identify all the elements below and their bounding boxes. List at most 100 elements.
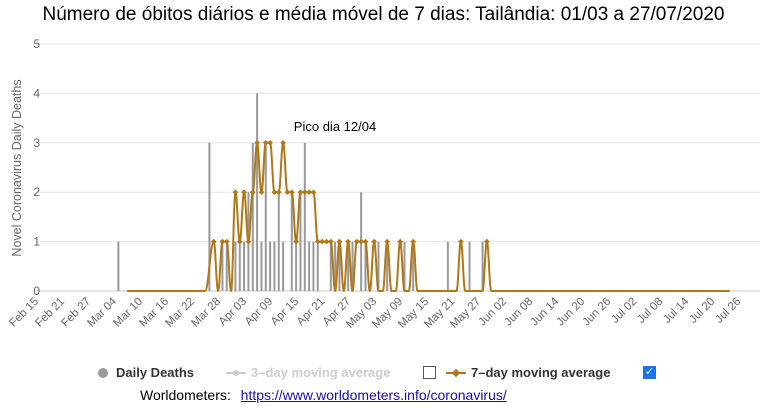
daily-deaths-bar (238, 241, 241, 291)
x-tick-label: Jun 08 (502, 296, 535, 329)
legend-3day-marker (226, 368, 246, 378)
daily-deaths-bar (117, 241, 120, 291)
daily-deaths-bar (316, 241, 319, 291)
seven-day-average-point (314, 238, 321, 245)
x-tick-label: Jun 26 (580, 296, 613, 329)
daily-deaths-bar (256, 93, 259, 292)
ma7-checkbox[interactable]: ✓ (643, 366, 656, 379)
seven-day-average-point (245, 238, 252, 245)
daily-deaths-bar (308, 241, 311, 291)
daily-deaths-bar (221, 241, 224, 291)
seven-day-average-point (484, 238, 490, 245)
x-tick-label: Apr 09 (243, 296, 275, 328)
y-tick-label: 5 (33, 37, 40, 51)
seven-day-average-point (236, 238, 243, 245)
y-tick-label: 2 (33, 185, 40, 199)
seven-day-average-point (301, 189, 308, 196)
x-tick-label: Apr 21 (295, 296, 327, 328)
seven-day-average-point (297, 189, 304, 196)
seven-day-average-point (410, 238, 417, 245)
chart-title: Número de óbitos diários e média móvel d… (42, 4, 725, 25)
seven-day-average-point (267, 139, 273, 146)
seven-day-average-point (306, 189, 312, 196)
legend-7day-label: 7–day moving average (471, 365, 611, 380)
source-link[interactable]: https://www.worldometers.info/coronaviru… (240, 387, 507, 403)
legend-item-7day-average[interactable]: 7–day moving average (446, 362, 610, 384)
x-tick-label: Jul 08 (635, 296, 665, 326)
seven-day-average-point (384, 238, 390, 245)
seven-day-average-point (241, 189, 247, 196)
seven-day-average-point (280, 139, 286, 146)
daily-deaths-bar (364, 241, 367, 291)
daily-deaths-bar (299, 192, 302, 291)
x-tick-label: Jun 02 (476, 296, 509, 329)
daily-deaths-bar (269, 241, 272, 291)
daily-deaths-bar (225, 241, 228, 291)
source-line: Worldometers: https://www.worldometers.i… (140, 387, 507, 403)
daily-deaths-bar (243, 241, 246, 291)
seven-day-average-point (345, 238, 351, 245)
daily-deaths-bar (290, 192, 293, 291)
seven-day-average-point (223, 238, 230, 245)
seven-day-average-point (293, 238, 299, 245)
daily-deaths-bar (312, 241, 315, 291)
seven-day-average-point (249, 189, 256, 196)
y-tick-label: 4 (33, 86, 40, 100)
daily-deaths-bar (329, 241, 332, 291)
daily-deaths-bar (295, 241, 298, 291)
seven-day-average-point (458, 238, 464, 245)
daily-deaths-bar (208, 142, 211, 291)
x-tick-label: Mar 28 (189, 296, 223, 330)
seven-day-average-point (288, 189, 295, 196)
daily-deaths-bar (251, 142, 254, 291)
daily-deaths-bar (264, 142, 267, 291)
daily-deaths-bar (282, 241, 285, 291)
x-tick-label: Apr 03 (217, 296, 249, 328)
seven-day-average-point (310, 189, 317, 196)
x-tick-label: Apr 15 (269, 296, 301, 328)
y-axis-label: Novel Coronavirus Daily Deaths (10, 79, 24, 256)
y-tick-label: 3 (33, 136, 40, 150)
moving-average-points (210, 139, 490, 245)
daily-deaths-bar (347, 241, 350, 291)
daily-deaths-bar (303, 142, 306, 291)
daily-deaths-bar (412, 241, 415, 291)
daily-deaths-bar (277, 192, 280, 291)
daily-deaths-bar (446, 241, 449, 291)
seven-day-average-point (284, 189, 291, 196)
y-axis-ticks: 0 1 2 3 4 5 (33, 37, 40, 298)
daily-deaths-bar (234, 241, 237, 291)
seven-day-average-point (358, 238, 364, 245)
daily-deaths-bar (386, 241, 389, 291)
seven-day-average-point (362, 238, 369, 245)
daily-deaths-bar (403, 241, 406, 291)
daily-deaths-bar (334, 241, 337, 291)
seven-day-average-point (275, 189, 282, 196)
daily-deaths-bar (273, 241, 276, 291)
x-tick-label: Jul 14 (661, 295, 692, 326)
chart-legend: Daily Deaths 3–day moving average 7–day … (0, 362, 767, 384)
x-tick-label: Jul 20 (687, 296, 717, 326)
y-tick-label: 0 (33, 284, 40, 298)
seven-day-average-point (232, 189, 239, 196)
seven-day-average-line (127, 141, 730, 293)
seven-day-average-point (397, 238, 403, 245)
daily-deaths-bar (351, 241, 354, 291)
seven-day-average-point (271, 189, 278, 196)
seven-day-average-point (323, 238, 330, 245)
seven-day-average-point (262, 139, 269, 146)
peak-annotation: Pico dia 12/04 (294, 119, 376, 134)
seven-day-average-point (219, 238, 226, 245)
legend-daily-deaths-label: Daily Deaths (116, 365, 195, 380)
legend-3day-label: 3–day moving average (251, 365, 391, 380)
daily-deaths-bar (338, 241, 341, 291)
y-tick-label: 1 (33, 235, 40, 249)
daily-deaths-bar (260, 241, 263, 291)
ma3-checkbox[interactable] (423, 366, 436, 379)
x-tick-label: Jul 26 (713, 296, 743, 326)
seven-day-average-point (336, 238, 343, 245)
legend-item-daily-deaths[interactable]: Daily Deaths (98, 362, 194, 384)
legend-item-3day-average[interactable]: 3–day moving average (226, 362, 390, 384)
